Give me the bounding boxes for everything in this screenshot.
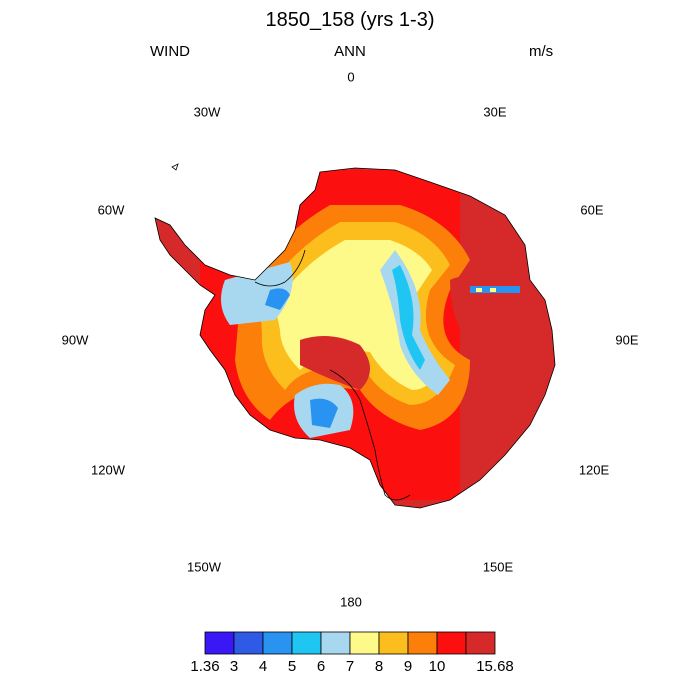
colorbar-label-4: 6 (317, 658, 325, 675)
colorbar-label-8: 10 (429, 658, 446, 675)
coastline-ronne (254, 249, 306, 287)
field-cyan-1 (392, 265, 425, 370)
season-label: ANN (334, 43, 366, 60)
colorbar-label-1: 3 (230, 658, 238, 675)
colorbar-label-6: 8 (375, 658, 383, 675)
field-red-tongue (450, 276, 505, 352)
lon-label-30w: 30W (193, 104, 221, 120)
variable-label: WIND (150, 43, 190, 60)
colorbar-box-7 (407, 631, 438, 655)
lon-label-180: 180 (340, 594, 362, 610)
colorbar-box-1 (233, 631, 264, 655)
lon-label-120w: 120W (91, 462, 125, 478)
field-stripe-3 (490, 288, 496, 292)
lon-label-120e: 120E (578, 462, 610, 478)
field-red-center (300, 336, 370, 390)
field-stripe-2 (476, 288, 482, 292)
colorbar-box-9 (465, 631, 496, 655)
lon-label-60w: 60W (97, 202, 125, 218)
coastline-ross-ice (329, 369, 411, 501)
colorbar-label-9: 15.68 (476, 658, 514, 675)
colorbar-box-6 (378, 631, 409, 655)
lon-label-0: 0 (347, 69, 355, 85)
lon-label-150e: 150E (482, 559, 514, 575)
field-cyan-2 (310, 398, 338, 428)
lon-label-90w: 90W (61, 332, 89, 348)
lon-label-60e: 60E (580, 202, 604, 218)
colorbar-box-2 (262, 631, 293, 655)
units-label: m/s (529, 43, 554, 60)
lon-label-30e: 30E (483, 104, 507, 120)
field-cyan-3 (265, 288, 290, 310)
lon-label-150w: 150W (187, 559, 221, 575)
colorbar-label-0: 1.36 (190, 658, 219, 675)
colorbar-box-5 (349, 631, 380, 655)
colorbar-label-2: 4 (259, 658, 267, 675)
field-lightblue-3 (221, 262, 293, 325)
colorbar-label-5: 7 (346, 658, 354, 675)
colorbar-label-7: 9 (404, 658, 412, 675)
colorbar-box-0 (204, 631, 235, 655)
colorbar-label-3: 5 (288, 658, 296, 675)
colorbar-box-4 (320, 631, 351, 655)
plot-title: 1850_158 (yrs 1-3) (265, 9, 435, 31)
colorbar-box-3 (291, 631, 322, 655)
colorbar-box-8 (436, 631, 467, 655)
island (171, 163, 179, 171)
lon-label-90e: 90E (615, 332, 639, 348)
